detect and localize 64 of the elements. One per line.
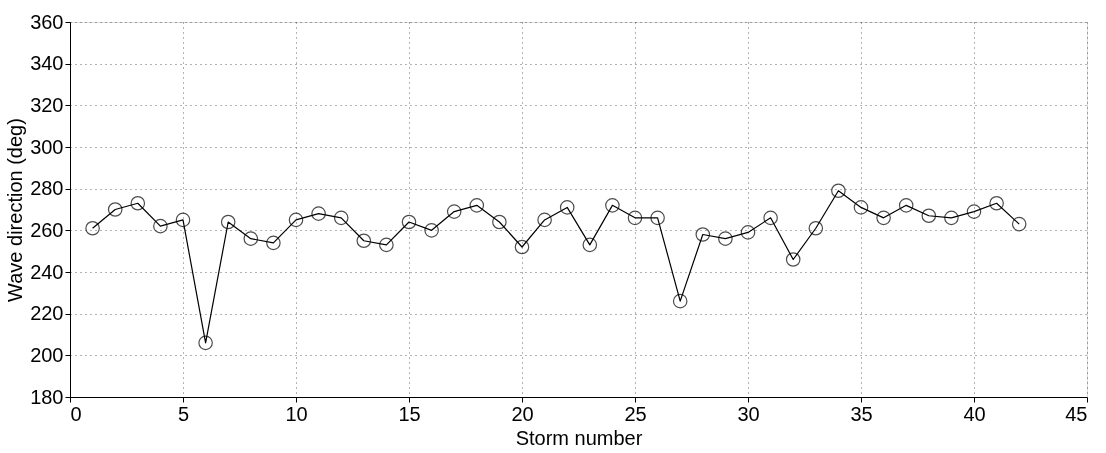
x-tick-label: 40 [963, 402, 986, 425]
y-tick-label: 260 [30, 218, 64, 241]
point [876, 210, 891, 226]
y-tick-label: 240 [30, 260, 64, 283]
point [559, 200, 575, 215]
point [695, 227, 711, 242]
point [718, 231, 733, 246]
x-tick-label: 45 [1065, 402, 1088, 425]
point [446, 204, 462, 219]
point [311, 206, 326, 221]
point [627, 210, 643, 226]
point [808, 220, 824, 236]
point [944, 210, 959, 226]
point [288, 212, 304, 228]
y-axis-title: Wave direction (deg) [4, 118, 27, 302]
point [243, 231, 259, 246]
y-tick-label: 360 [30, 10, 64, 33]
y-tick-label: 220 [30, 302, 64, 325]
point [220, 214, 236, 230]
point [469, 198, 485, 213]
x-tick-label: 35 [850, 402, 873, 425]
x-tick-label: 5 [177, 402, 190, 425]
point [605, 198, 620, 213]
point [514, 239, 530, 255]
point [175, 212, 191, 228]
x-tick-label: 0 [70, 402, 82, 425]
point [333, 210, 349, 226]
point [1011, 216, 1027, 232]
point [966, 204, 982, 219]
x-tick-label: 20 [511, 402, 534, 425]
y-tick-label: 280 [30, 177, 64, 200]
x-tick-label: 25 [624, 402, 647, 425]
point [424, 223, 439, 238]
point [356, 233, 372, 249]
point [107, 202, 123, 217]
point [537, 212, 552, 228]
point [921, 208, 937, 224]
point [989, 195, 1004, 211]
y-tick-label: 340 [30, 52, 64, 75]
point [582, 237, 598, 253]
point [266, 235, 281, 251]
y-tick-label: 320 [30, 93, 64, 116]
y-tick-label: 300 [30, 135, 64, 158]
point [785, 252, 801, 267]
point [153, 218, 168, 234]
point [401, 214, 417, 230]
x-tick-label: 30 [737, 402, 760, 425]
x-tick-label: 15 [398, 402, 421, 425]
x-axis-title: Storm number [515, 426, 643, 449]
point [853, 200, 869, 215]
y-tick-label: 200 [30, 343, 64, 366]
y-tick-label: 180 [30, 385, 64, 408]
point [85, 220, 100, 236]
x-tick-label: 10 [285, 402, 308, 425]
point [650, 210, 665, 226]
point [198, 335, 213, 351]
point [763, 210, 778, 226]
point [492, 214, 507, 230]
point [672, 293, 688, 309]
point [831, 183, 846, 199]
point [740, 225, 756, 240]
point [898, 198, 914, 213]
point [130, 195, 146, 211]
point [379, 237, 394, 253]
